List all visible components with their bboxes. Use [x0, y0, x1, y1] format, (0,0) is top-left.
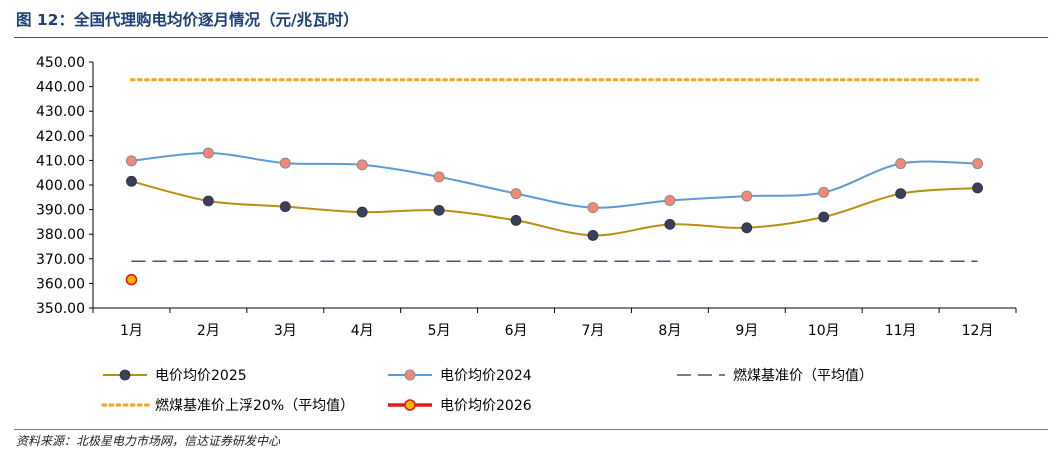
- figure-title: 图 12：全国代理购电均价逐月情况（元/兆瓦时）: [16, 11, 359, 29]
- series-2024-point: [202, 147, 214, 159]
- series-2024-point: [818, 186, 830, 198]
- legend-item: 燃煤基准价（平均值）: [677, 367, 873, 384]
- series-2024-point: [125, 155, 137, 167]
- legend-swatch-marker: [119, 369, 131, 381]
- x-tick-label: 9月: [735, 323, 758, 339]
- y-tick-label: 450.00: [36, 55, 85, 71]
- series-2024-point: [895, 158, 907, 170]
- y-tick-label: 430.00: [36, 104, 85, 120]
- y-tick-label: 410.00: [36, 153, 85, 169]
- series-2024-point: [972, 158, 984, 170]
- series-2025-point: [279, 201, 291, 213]
- legend-label: 燃煤基准价上浮20%（平均值）: [155, 397, 354, 414]
- title-rule: [14, 37, 1048, 38]
- legend-item: 电价均价2025: [103, 368, 247, 384]
- series-2024-line: [131, 151, 978, 209]
- series-2025-point: [972, 182, 983, 194]
- legend-swatch-marker: [404, 369, 416, 381]
- series-2025-point: [202, 195, 214, 207]
- series-2025-point: [587, 230, 599, 241]
- series-2025-point: [664, 218, 676, 230]
- series-2024-point: [587, 202, 599, 214]
- series-2025-point: [356, 206, 368, 218]
- legend-swatch-marker: [404, 399, 416, 411]
- x-tick-label: 7月: [581, 323, 604, 339]
- series-2024-point: [510, 188, 522, 200]
- y-tick-label: 400.00: [36, 178, 85, 194]
- x-tick-label: 3月: [274, 323, 297, 339]
- x-tick-label: 1月: [120, 323, 143, 339]
- legend-item: 电价均价2024: [388, 368, 532, 384]
- series-2025-point: [895, 188, 907, 200]
- y-tick-label: 370.00: [36, 252, 85, 268]
- series-2024-point: [664, 194, 676, 206]
- legend: 电价均价2025 电价均价2024 燃煤基准价（平均值） 燃煤基准价上浮20%（平均值…: [101, 367, 873, 414]
- x-tick-label: 8月: [658, 323, 681, 339]
- series-lines-layer: [129, 78, 980, 263]
- legend-label: 燃煤基准价（平均值）: [733, 367, 873, 384]
- series-2025-point: [741, 222, 753, 234]
- series-2024-point: [741, 190, 753, 202]
- legend-label: 电价均价2026: [440, 398, 532, 414]
- y-tick-label: 380.00: [36, 227, 85, 243]
- series-2026-point: [125, 273, 138, 286]
- y-tick-label: 350.00: [36, 301, 85, 317]
- series-2025-line: [131, 180, 978, 237]
- y-tick-label: 440.00: [36, 80, 85, 96]
- legend-label: 电价均价2025: [155, 368, 247, 384]
- axes-layer: 350.00 360.00 370.00 380.00 390.00 400.00 410.…: [36, 55, 1017, 339]
- y-tick-label: 420.00: [36, 129, 85, 145]
- series-2024-point: [279, 157, 291, 169]
- x-tick-label: 6月: [505, 323, 528, 339]
- y-tick-label: 360.00: [36, 276, 85, 292]
- series-2025-point: [433, 204, 445, 216]
- series-2024-point: [433, 171, 445, 183]
- y-tick-label: 390.00: [36, 203, 85, 219]
- legend-label: 电价均价2024: [440, 368, 532, 384]
- legend-item: 燃煤基准价上浮20%（平均值）: [101, 397, 354, 414]
- series-2025-point: [126, 175, 137, 187]
- x-tick-label: 5月: [428, 323, 451, 339]
- x-tick-label: 4月: [351, 323, 374, 339]
- series-2024-point: [356, 159, 368, 171]
- series-2025-point: [818, 211, 830, 223]
- series-2025-point: [510, 215, 522, 226]
- series-markers-layer: [125, 147, 984, 286]
- source-rule: [14, 429, 1048, 430]
- legend-item: 电价均价2026: [388, 398, 532, 414]
- x-tick-label: 2月: [197, 323, 220, 339]
- x-tick-label: 10月: [808, 323, 840, 339]
- x-tick-label: 12月: [962, 323, 994, 339]
- source-note: 资料来源：北极星电力市场网，信达证券研发中心: [16, 434, 281, 448]
- x-tick-label: 11月: [885, 323, 917, 339]
